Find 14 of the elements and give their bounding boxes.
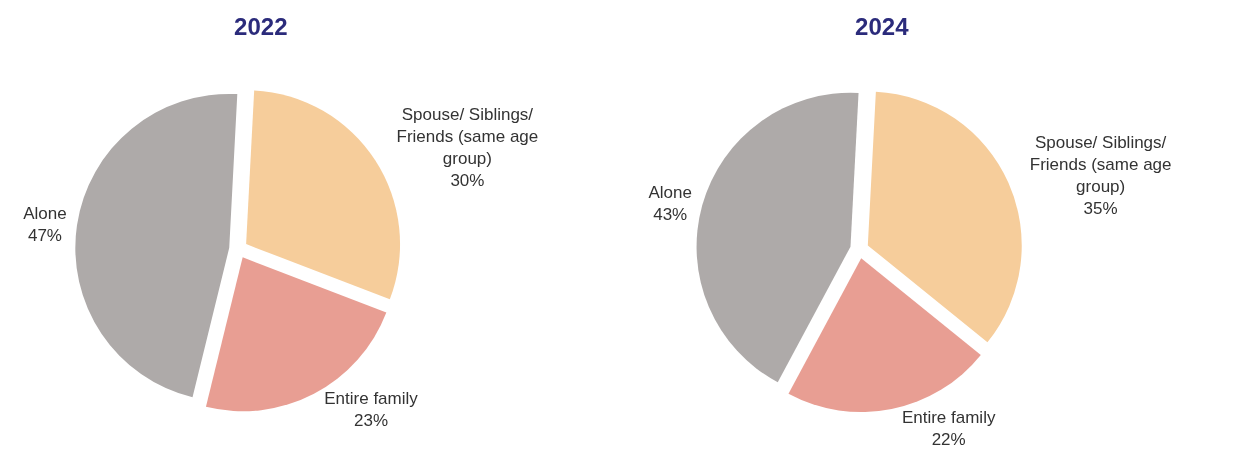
data-label: 47%: [27, 226, 62, 246]
data-label: 43%: [653, 205, 688, 225]
slice-label: Spouse/ Siblings/ Friends (same age group): [396, 104, 539, 169]
slice-label: Entire family: [901, 408, 996, 428]
slice-label: Entire family: [324, 389, 419, 409]
chart-title: 2024: [855, 13, 910, 41]
slice-label: Alone: [23, 204, 67, 224]
data-label: 30%: [450, 171, 485, 191]
data-label: 22%: [931, 430, 966, 450]
slice-label: Spouse/ Siblings/ Friends (same age group): [1029, 133, 1172, 197]
data-label: 23%: [353, 411, 389, 431]
data-label: 35%: [1083, 199, 1118, 219]
chart-title: 2022: [234, 13, 288, 41]
slice-label: Alone: [648, 183, 692, 203]
